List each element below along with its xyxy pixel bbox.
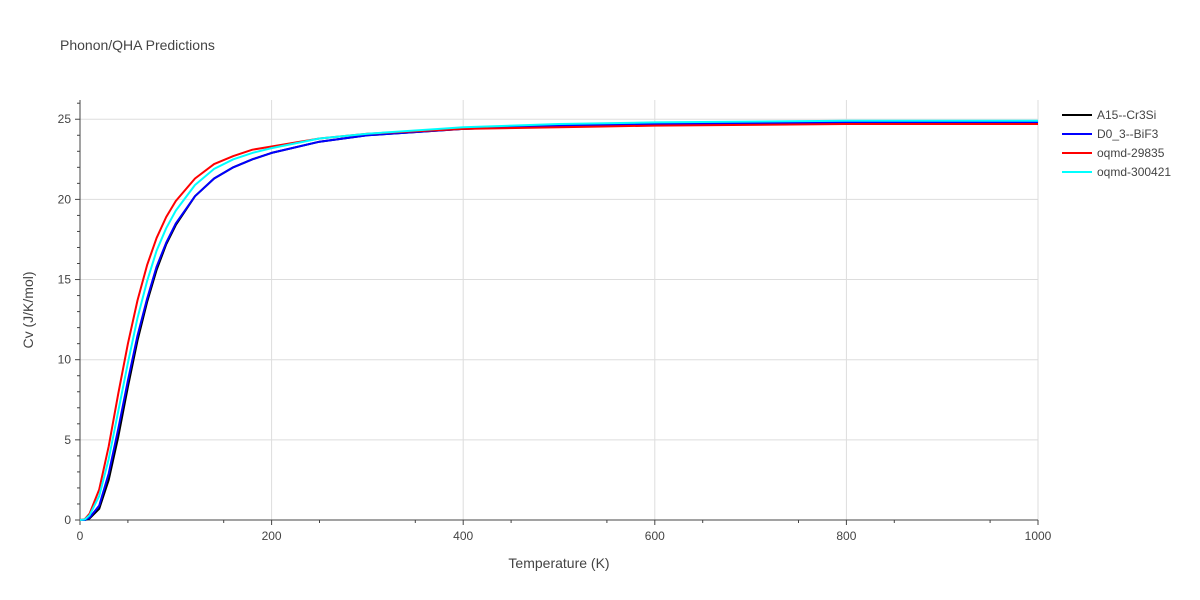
axes: 0 200 400 600 800 1000 0 5 10 15 20 25 xyxy=(58,100,1052,543)
y-tick-label: 25 xyxy=(58,112,72,126)
grid xyxy=(80,100,1039,520)
series-line-oqmd-300421 xyxy=(79,119,1038,521)
x-tick-label: 0 xyxy=(77,529,84,543)
series-line-D0_3--BiF3 xyxy=(80,121,1038,521)
legend-label: A15--Cr3Si xyxy=(1097,108,1156,122)
x-tick-label: 600 xyxy=(645,529,665,543)
y-tick-label: 10 xyxy=(58,353,72,367)
x-axis-title: Temperature (K) xyxy=(508,555,609,571)
y-tick-label: 15 xyxy=(58,273,72,287)
legend-label: oqmd-300421 xyxy=(1097,165,1171,179)
legend-item[interactable]: D0_3--BiF3 xyxy=(1062,127,1159,141)
chart-title: Phonon/QHA Predictions xyxy=(60,37,215,53)
legend: A15--Cr3Si D0_3--BiF3 oqmd-29835 oqmd-30042… xyxy=(1062,108,1171,179)
legend-item[interactable]: A15--Cr3Si xyxy=(1062,108,1156,122)
x-tick-label: 400 xyxy=(453,529,473,543)
series-group xyxy=(79,119,1038,521)
legend-item[interactable]: oqmd-29835 xyxy=(1062,146,1165,160)
y-axis-title: Cv (J/K/mol) xyxy=(20,272,36,349)
x-tick-label: 800 xyxy=(836,529,856,543)
x-tick-label: 200 xyxy=(262,529,282,543)
legend-label: oqmd-29835 xyxy=(1097,146,1165,160)
legend-label: D0_3--BiF3 xyxy=(1097,127,1159,141)
y-tick-label: 0 xyxy=(64,513,71,527)
legend-item[interactable]: oqmd-300421 xyxy=(1062,165,1171,179)
series-line-oqmd-29835 xyxy=(79,123,1038,521)
y-tick-label: 5 xyxy=(64,433,71,447)
y-tick-label: 20 xyxy=(58,192,72,206)
series-line-A15--Cr3Si xyxy=(80,121,1038,521)
x-tick-label: 1000 xyxy=(1025,529,1052,543)
